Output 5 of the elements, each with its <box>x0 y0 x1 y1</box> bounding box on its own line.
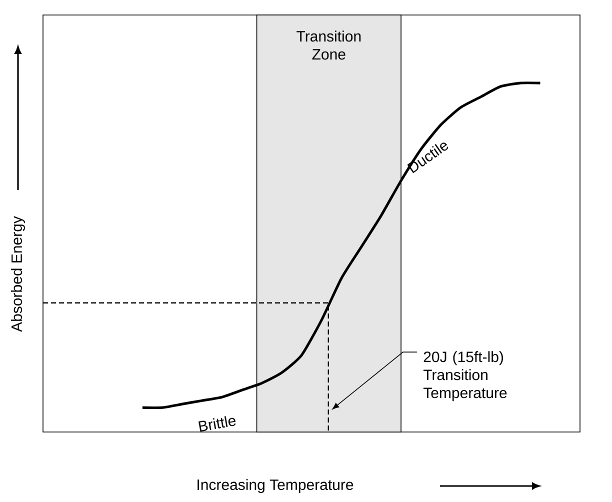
annotation: Brittle <box>198 416 236 432</box>
annotation: 20J (15ft-lb) Transition Temperature <box>423 351 507 402</box>
x-axis-title: Increasing Temperature <box>198 479 354 493</box>
y-axis-title: Absorbed Energy <box>11 216 25 332</box>
text: Transition Zone <box>296 30 361 60</box>
